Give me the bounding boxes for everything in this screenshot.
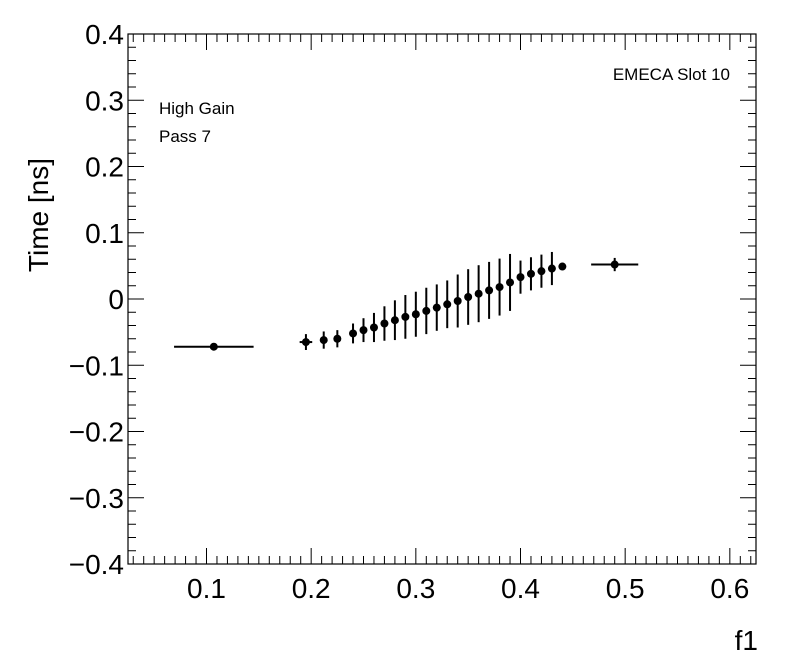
marker	[333, 334, 342, 343]
y-tick-labels: −0.4 −0.3 −0.2 −0.1 0 0.1 0.2 0.3 0.4	[69, 19, 124, 580]
data-point	[485, 261, 494, 319]
marker	[443, 300, 452, 309]
marker	[516, 273, 525, 282]
data-point	[558, 262, 567, 271]
marker	[474, 289, 483, 298]
y-tick-label: −0.2	[69, 417, 124, 448]
x-tick-label: 0.2	[292, 573, 331, 604]
data-point	[464, 269, 473, 325]
x-tick-label: 0.3	[396, 573, 435, 604]
marker	[453, 296, 462, 305]
marker	[558, 262, 567, 271]
y-tick-label: 0.2	[85, 152, 124, 183]
data-point	[537, 254, 546, 288]
x-tick-labels: 0.1 0.2 0.3 0.4 0.5 0.6	[187, 573, 749, 604]
data-point	[516, 260, 525, 294]
marker	[495, 283, 504, 292]
data-point	[453, 274, 462, 328]
y-tick-label: 0.3	[85, 85, 124, 116]
marker	[301, 338, 310, 347]
data-point	[319, 331, 328, 349]
data-point	[422, 287, 431, 335]
data-point	[443, 280, 452, 329]
marker	[432, 303, 441, 312]
marker	[411, 310, 420, 319]
marker	[506, 278, 515, 287]
data-point	[495, 258, 504, 316]
axis-ticks	[128, 33, 756, 565]
y-tick-label: −0.3	[69, 483, 124, 514]
annotation-gain: High Gain	[159, 99, 235, 118]
data-point	[474, 265, 483, 323]
data-point	[547, 251, 556, 286]
marker	[209, 342, 218, 351]
marker	[319, 336, 328, 345]
y-tick-label: −0.4	[69, 549, 124, 580]
data-point	[299, 334, 313, 351]
data-point	[591, 257, 639, 272]
data-point	[349, 323, 358, 344]
marker	[537, 267, 546, 276]
data-point	[411, 291, 420, 337]
data-point	[174, 342, 254, 351]
y-tick-label: 0	[108, 284, 124, 315]
x-tick-label: 0.5	[606, 573, 645, 604]
data-point	[333, 330, 342, 348]
x-tick-label: 0.4	[501, 573, 540, 604]
marker	[422, 306, 431, 315]
data-point	[432, 284, 441, 331]
y-tick-label: −0.1	[69, 350, 124, 381]
marker	[610, 260, 619, 269]
marker	[401, 312, 410, 321]
data-point	[359, 318, 368, 343]
y-tick-label: 0.4	[85, 19, 124, 50]
marker	[526, 269, 535, 278]
annotation-top-right: EMECA Slot 10	[613, 65, 730, 84]
x-tick-label: 0.1	[187, 573, 226, 604]
marker	[349, 329, 358, 338]
y-axis-title: Time [ns]	[23, 158, 54, 272]
marker	[369, 323, 378, 332]
data-point	[390, 300, 399, 341]
y-tick-label: 0.1	[85, 218, 124, 249]
marker	[380, 319, 389, 328]
marker	[464, 293, 473, 302]
data-point	[526, 257, 535, 291]
marker	[359, 326, 368, 335]
x-tick-label: 0.6	[710, 573, 749, 604]
data-points	[174, 251, 639, 351]
data-point	[369, 312, 378, 343]
data-point	[506, 253, 515, 311]
annotation-pass: Pass 7	[159, 127, 211, 146]
marker	[390, 316, 399, 325]
data-point	[380, 306, 389, 341]
marker	[547, 264, 556, 273]
data-point	[401, 295, 410, 339]
marker	[485, 286, 494, 295]
x-axis-title: f1	[735, 625, 758, 656]
